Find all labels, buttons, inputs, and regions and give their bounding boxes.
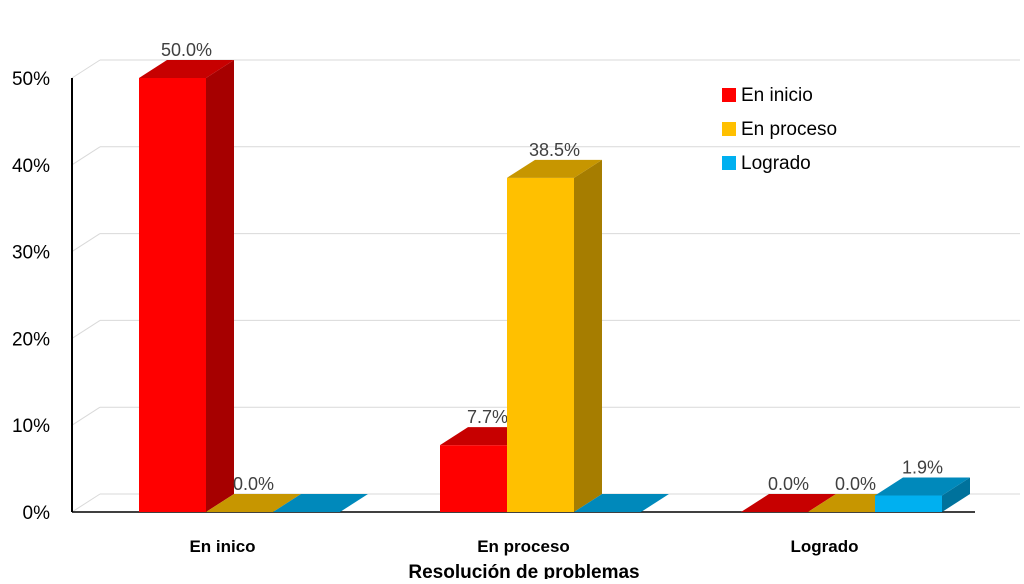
gridline-depth (71, 146, 101, 166)
bar-top (206, 494, 301, 512)
bar-top (139, 60, 234, 78)
gridline-depth (71, 319, 101, 339)
y-tick-label: 30% (12, 243, 50, 264)
bar (875, 495, 942, 512)
bar-top (875, 477, 970, 496)
y-tick-label: 10% (12, 416, 50, 437)
bar-top (507, 159, 602, 178)
x-axis-title: Resolución de problemas (408, 562, 639, 579)
data-label: 7.7% (467, 407, 508, 427)
data-label: 0.0% (768, 474, 809, 494)
y-tick-label: 0% (23, 503, 51, 524)
data-label: 50.0% (161, 40, 212, 60)
bar-top (741, 494, 836, 512)
x-tick-label: En inico (189, 537, 255, 556)
data-label: 0.0% (233, 474, 274, 494)
data-label: 0.0% (835, 474, 876, 494)
gridline-depth (71, 493, 101, 513)
gridline-depth (71, 59, 101, 79)
legend-label: En inicio (741, 85, 813, 106)
gridline-depth (71, 233, 101, 253)
x-tick-label: En proceso (477, 537, 570, 556)
bar (440, 445, 507, 512)
bar-top (574, 494, 669, 512)
bar (139, 78, 206, 512)
data-label: 38.5% (529, 140, 580, 160)
legend-swatch (722, 156, 736, 170)
legend-label: En proceso (741, 119, 837, 140)
y-tick-label: 20% (12, 329, 50, 350)
y-tick-label: 40% (12, 156, 50, 177)
bar-side (942, 477, 970, 512)
bar-side (206, 60, 234, 512)
legend-label: Logrado (741, 153, 811, 174)
bar-top (273, 494, 368, 512)
bar-side (574, 159, 602, 512)
legend-swatch (722, 122, 736, 136)
bar (507, 177, 574, 512)
x-tick-label: Logrado (791, 537, 859, 556)
legend-swatch (722, 88, 736, 102)
gridline-depth (71, 406, 101, 426)
data-label: 1.9% (902, 458, 943, 478)
y-tick-label: 50% (12, 69, 50, 90)
